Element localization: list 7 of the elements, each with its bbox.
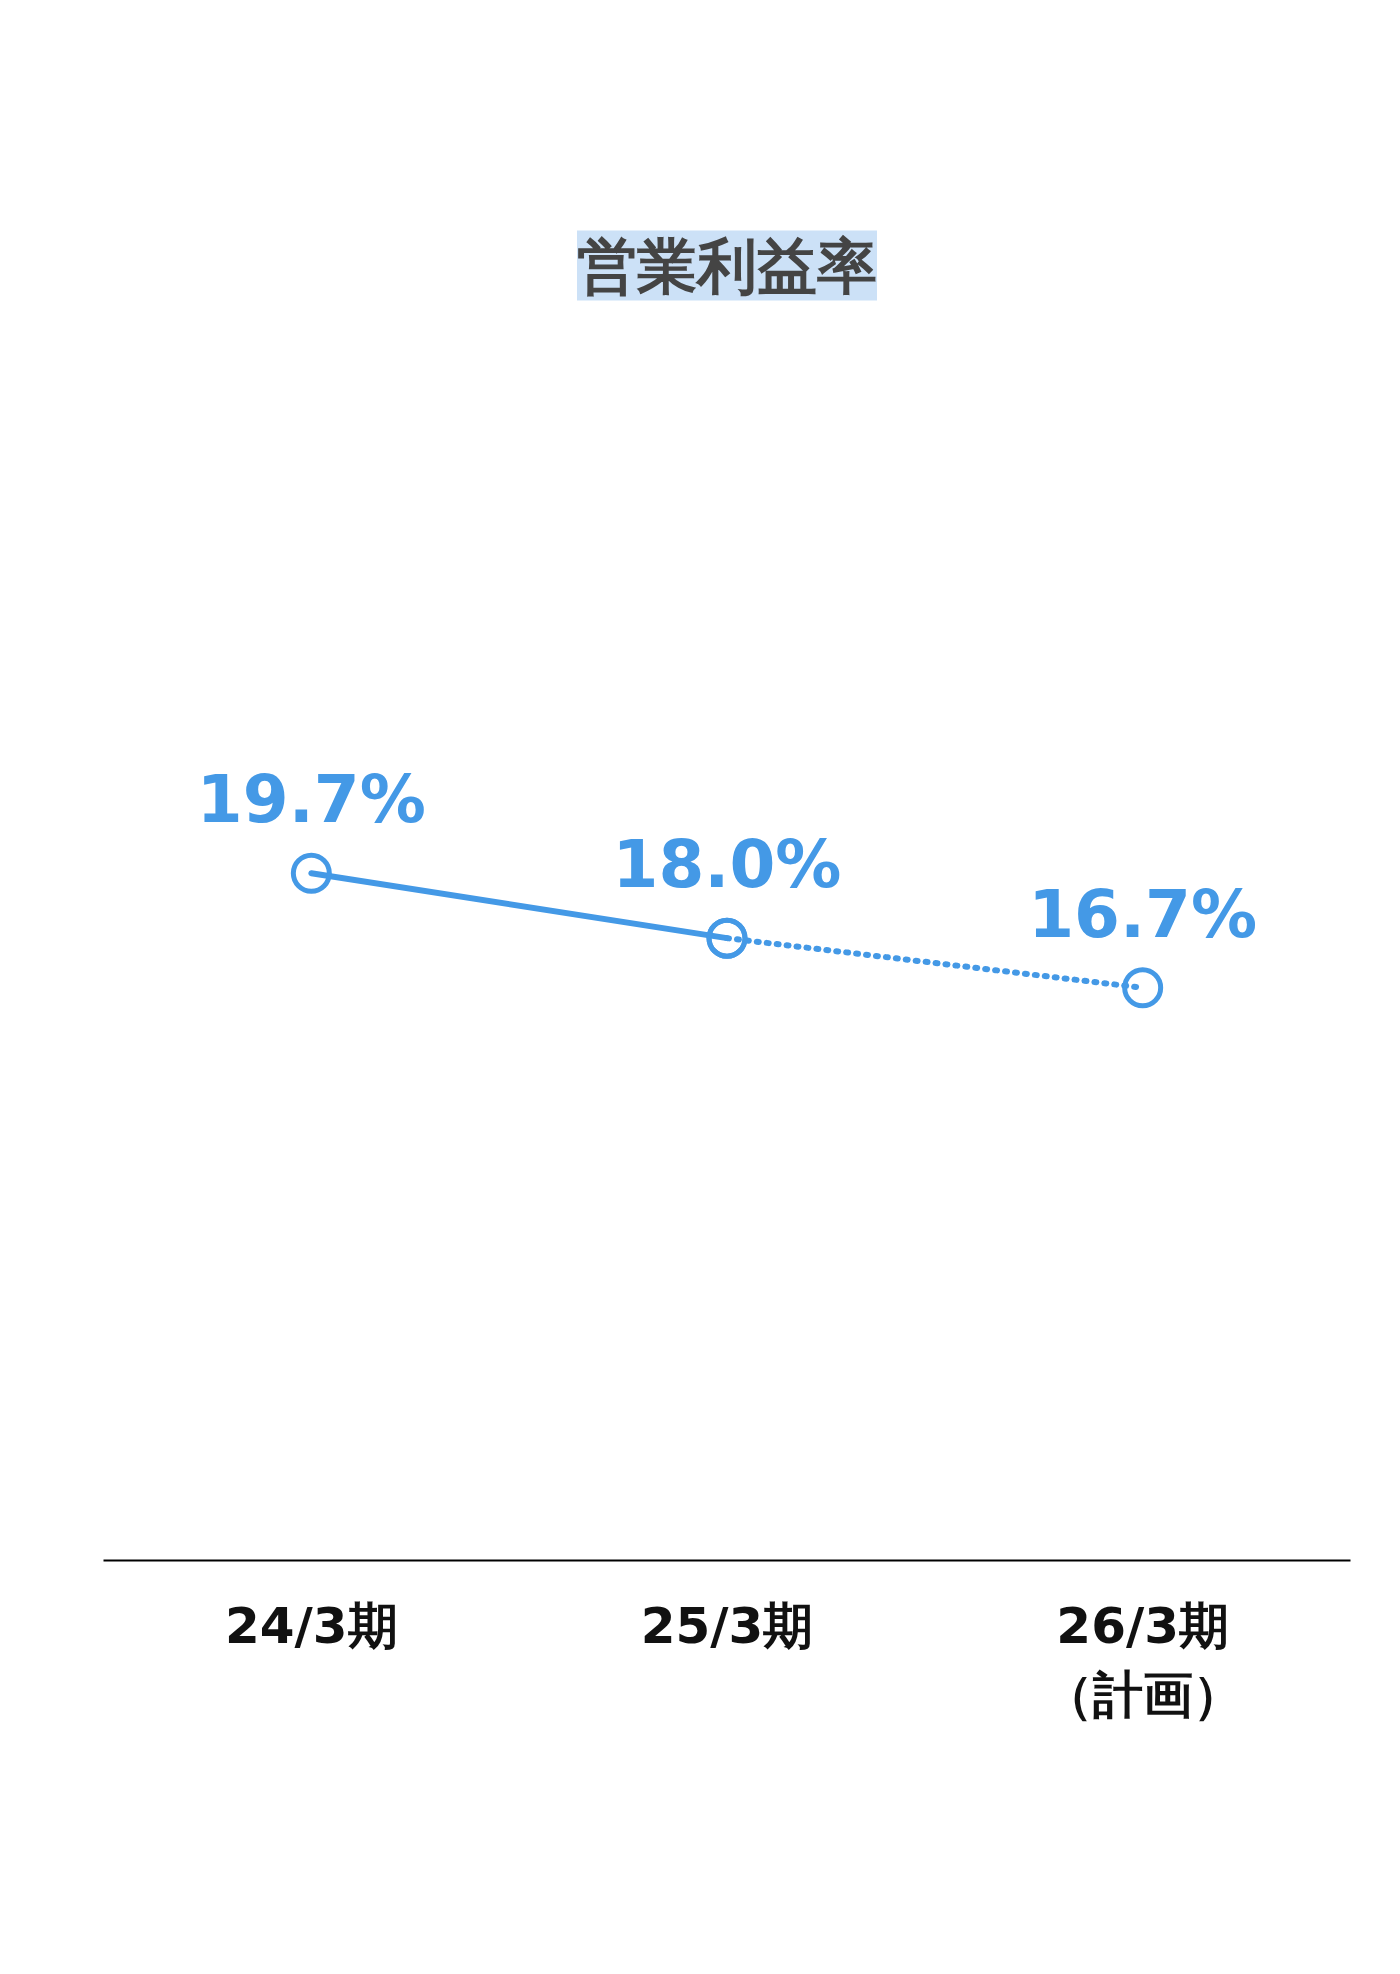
x-tick-label: 24/3期 — [225, 1596, 398, 1655]
x-tick-label: 25/3期 — [640, 1596, 814, 1655]
data-label: 18.0% — [612, 826, 842, 904]
chart-title: 営業利益率 — [577, 230, 877, 301]
x-tick-label: 26/3期（計画） — [1042, 1596, 1243, 1725]
data-label: 19.7% — [196, 761, 426, 839]
data-label: 16.7% — [1028, 875, 1258, 953]
